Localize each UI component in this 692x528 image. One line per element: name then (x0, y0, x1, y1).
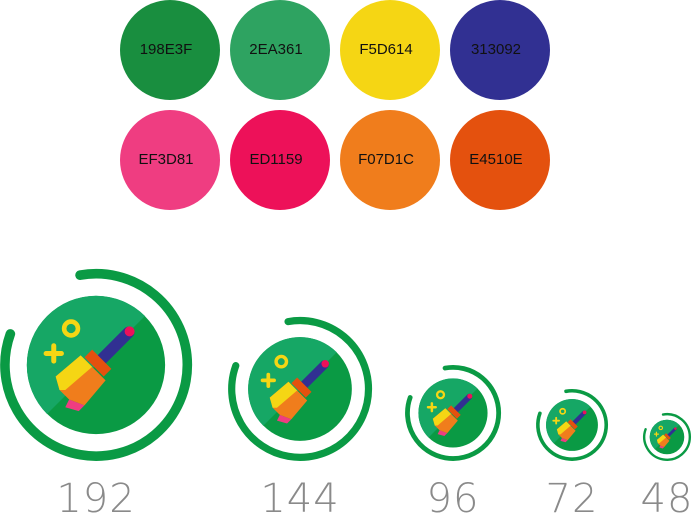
icon-disc-light (26, 295, 145, 414)
size-label: 144 (260, 476, 339, 522)
app-icon (643, 412, 691, 461)
size-label: 48 (641, 476, 692, 522)
color-swatch (450, 0, 550, 100)
brush-head-light (656, 434, 667, 444)
icon-disc-light (649, 419, 680, 450)
sparkle-cross (426, 402, 437, 413)
color-swatch (230, 0, 330, 100)
ferrule (84, 349, 112, 377)
sparkle-cross (43, 343, 64, 364)
bristles (659, 445, 665, 449)
icon-disc-light (248, 337, 337, 426)
icon-disc-light (546, 399, 591, 444)
sparkle-ring (61, 319, 81, 338)
bristles (560, 437, 568, 443)
sparkle-ring (559, 407, 567, 415)
hex-label: 2EA361 (249, 41, 302, 58)
bristles (65, 399, 85, 412)
size-label: 96 (427, 476, 480, 522)
app-icon (228, 316, 373, 461)
brush-head-light (55, 355, 93, 390)
color-swatch (230, 110, 330, 210)
ring (228, 316, 373, 461)
handle (298, 360, 329, 391)
size-label: 72 (546, 476, 599, 522)
hex-label: 313092 (471, 41, 521, 58)
color-swatch (340, 0, 440, 100)
ferrule (291, 377, 312, 398)
ferrule (447, 405, 461, 419)
color-swatch (120, 0, 220, 100)
ring (536, 388, 609, 461)
handle-tip (582, 410, 587, 415)
sparkle-cross (552, 416, 560, 425)
icon-disc-light (418, 378, 478, 438)
color-swatch (340, 110, 440, 210)
ferrule (567, 419, 578, 430)
hex-label: 198E3F (140, 41, 193, 58)
hex-label: EF3D81 (138, 151, 193, 168)
color-swatch (450, 110, 550, 210)
handle (571, 410, 587, 426)
bristles (276, 414, 292, 424)
sparkle-ring (274, 354, 289, 369)
handle (452, 393, 473, 414)
hex-label: E4510E (469, 151, 522, 168)
brush-head-light (432, 408, 452, 426)
ring (0, 268, 193, 461)
app-icon (405, 365, 502, 461)
hex-label: F07D1C (358, 151, 414, 168)
handle-tip (467, 393, 473, 399)
handle-tip (674, 427, 677, 430)
handle (666, 427, 677, 438)
sparkle-cross (653, 431, 659, 437)
ring (643, 412, 691, 461)
size-label: 192 (56, 476, 135, 522)
hex-label: F5D614 (359, 41, 412, 58)
app-icon (536, 388, 609, 461)
sparkle-ring (658, 425, 664, 431)
brush-head-light (556, 421, 571, 435)
ring (405, 365, 502, 461)
brush-head-light (269, 381, 298, 408)
handle-tip (124, 326, 135, 337)
ferrule (664, 433, 671, 440)
handle (94, 326, 135, 367)
app-icon (0, 268, 193, 461)
bristles (437, 430, 448, 437)
hex-label: ED1159 (249, 151, 302, 168)
handle-tip (321, 360, 329, 368)
sparkle-cross (260, 372, 276, 388)
sparkle-ring (435, 390, 446, 400)
color-swatch (120, 110, 220, 210)
